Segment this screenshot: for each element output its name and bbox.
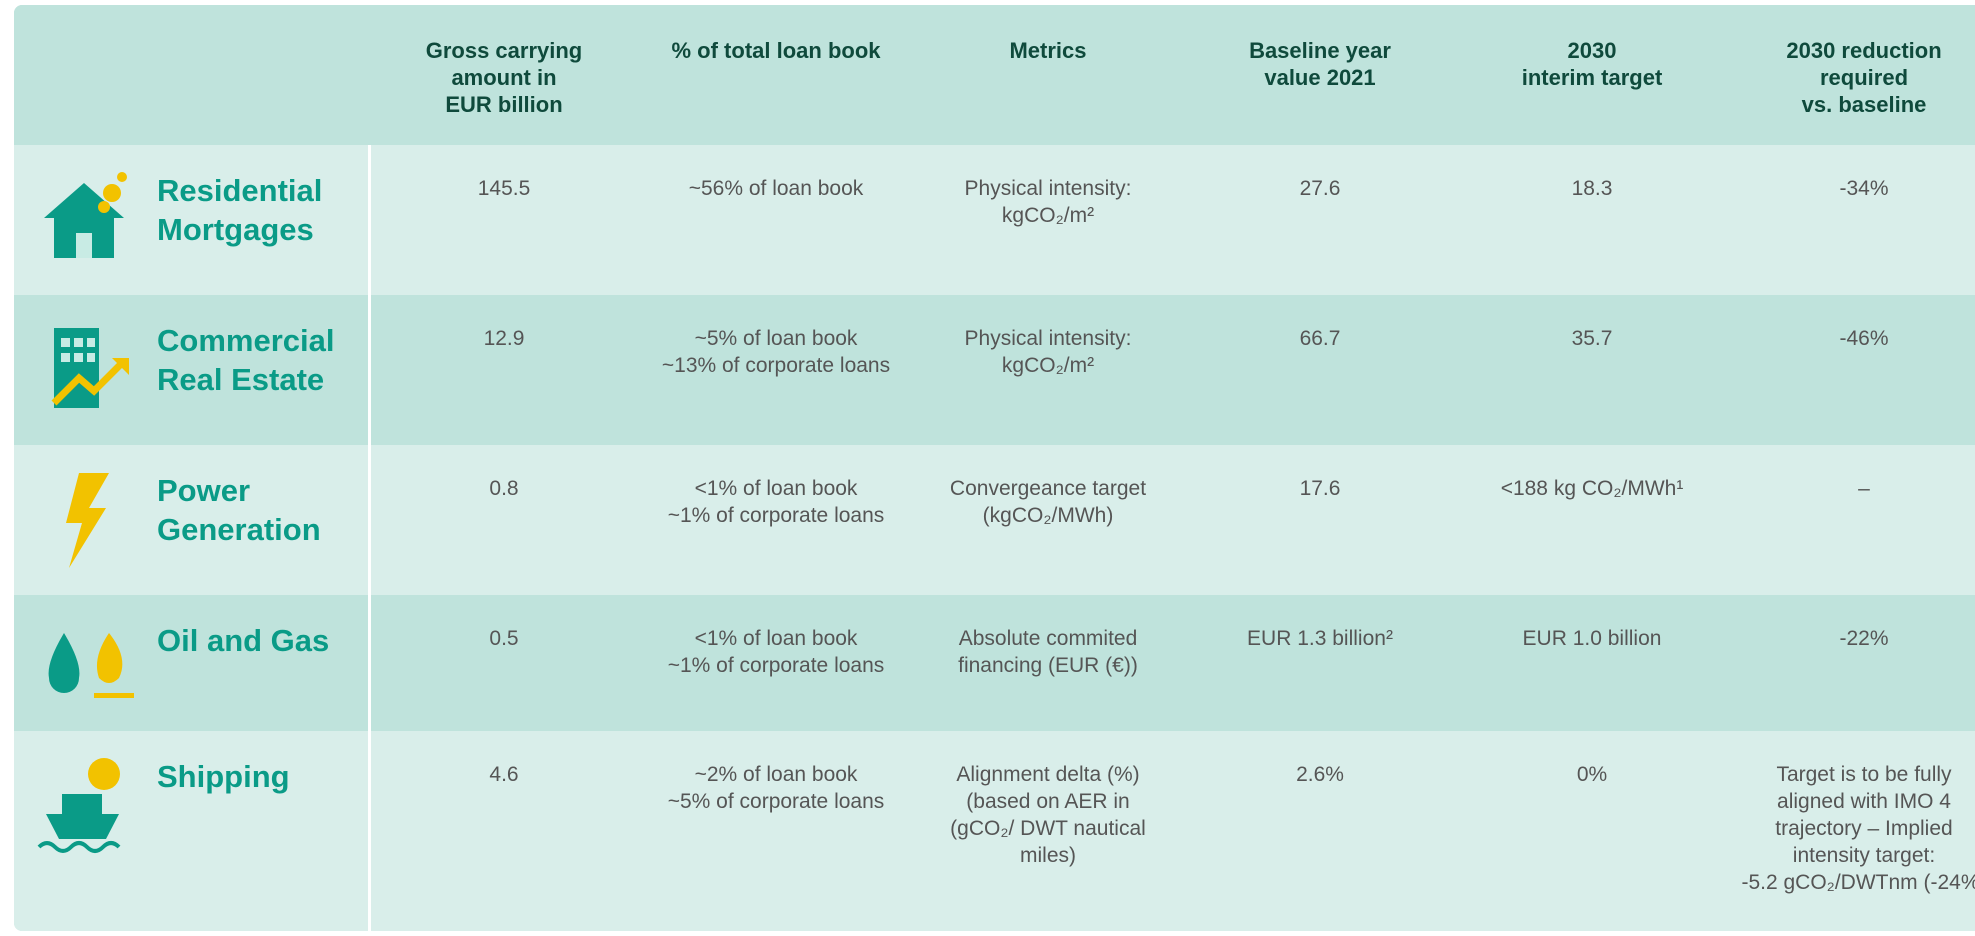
header-row: Gross carrying amount in EUR billion% of… [14,5,1975,145]
table-cell: 17.6 [1184,445,1456,595]
table-cell: -34% [1728,145,1975,295]
table-cell: Convergeance target (kgCO₂/MWh) [912,445,1184,595]
column-header: 2030 reduction required vs. baseline [1728,5,1975,145]
column-header: 2030 interim target [1456,5,1728,145]
table-cell: 4.6 [368,731,640,931]
table-cell: EUR 1.3 billion² [1184,595,1456,731]
table-cell: <1% of loan book ~1% of corporate loans [640,595,912,731]
column-header: % of total loan book [640,5,912,145]
table-cell: 18.3 [1456,145,1728,295]
table-cell: Physical intensity: kgCO₂/m² [912,145,1184,295]
sector-icon [34,613,144,723]
table-cell: <1% of loan book ~1% of corporate loans [640,445,912,595]
table-cell: 12.9 [368,295,640,445]
column-header: Gross carrying amount in EUR billion [368,5,640,145]
table-cell: ~2% of loan book ~5% of corporate loans [640,731,912,931]
table-cell: <188 kg CO₂/MWh¹ [1456,445,1728,595]
table-cell: 66.7 [1184,295,1456,445]
table-cell: 0.5 [368,595,640,731]
sector-icon [34,463,144,573]
column-header: Baseline year value 2021 [1184,5,1456,145]
table-cell: 35.7 [1456,295,1728,445]
column-header: Metrics [912,5,1184,145]
table-cell: Alignment delta (%) (based on AER in (gC… [912,731,1184,931]
column-separator [368,43,371,931]
table-cell: Absolute commited financing (EUR (€)) [912,595,1184,731]
table-cell: -22% [1728,595,1975,731]
table-cell: ~56% of loan book [640,145,912,295]
table-cell: 2.6% [1184,731,1456,931]
sector-icon [34,313,144,423]
table-cell: 0.8 [368,445,640,595]
sector-icon [34,749,144,859]
table-cell: – [1728,445,1975,595]
corner-cell [14,5,368,145]
table-cell: Physical intensity: kgCO₂/m² [912,295,1184,445]
table-cell: -46% [1728,295,1975,445]
table-cell: ~5% of loan book ~13% of corporate loans [640,295,912,445]
table-cell: Target is to be fully aligned with IMO 4… [1728,731,1975,931]
table-cell: EUR 1.0 billion [1456,595,1728,731]
sector-icon [34,163,144,273]
table-cell: 145.5 [368,145,640,295]
table-cell: 27.6 [1184,145,1456,295]
table-cell: 0% [1456,731,1728,931]
